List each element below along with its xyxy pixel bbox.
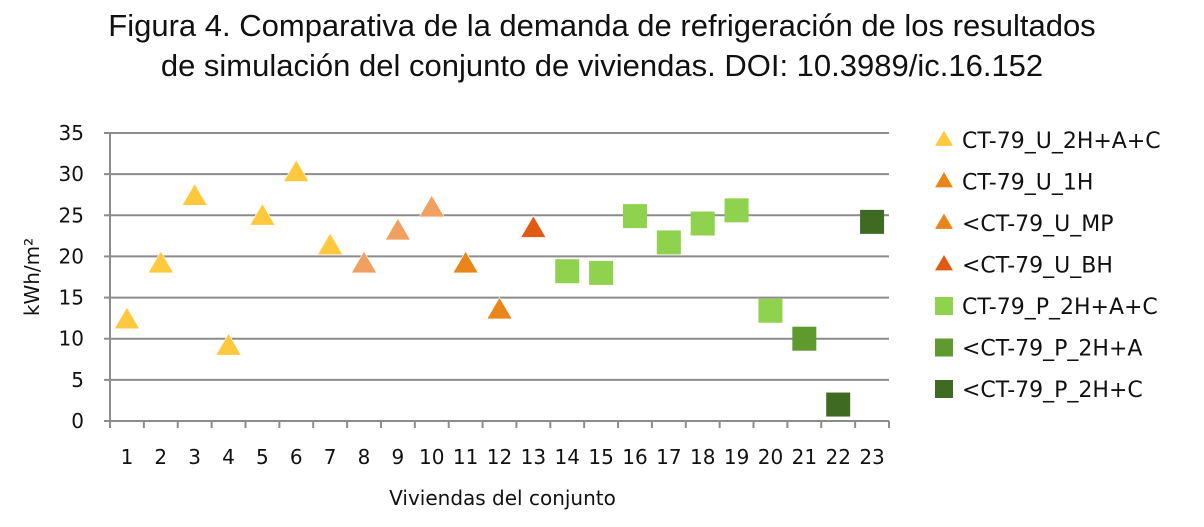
x-tick-label: 18 <box>690 445 715 469</box>
legend-label: <CT-79_U_MP <box>962 212 1114 237</box>
y-tick-label: 25 <box>59 203 84 227</box>
x-tick-label: 7 <box>324 445 337 469</box>
y-tick-label: 10 <box>59 327 84 351</box>
x-tick-label: 10 <box>419 445 444 469</box>
legend: CT-79_U_2H+A+C CT-79_U_1H <CT-79_U_MP <CT-7… <box>934 129 1161 403</box>
data-point <box>418 194 445 218</box>
y-tick-label: 15 <box>59 286 84 310</box>
triangle-marker-icon <box>934 129 954 147</box>
x-tick-label: 5 <box>256 445 269 469</box>
x-tick-label: 13 <box>521 445 546 469</box>
square-marker-icon <box>935 380 953 398</box>
x-tick-label: 20 <box>758 445 783 469</box>
data-point <box>555 259 580 284</box>
y-tick-label: 5 <box>71 368 84 392</box>
data-point <box>589 260 614 285</box>
x-tick-labels: 1 2 3 4 5 6 7 8 9 10 11 12 13 14 15 16 17 18 19 20 21 22 23 <box>121 445 885 469</box>
triangle-marker-icon <box>934 253 954 271</box>
data-point <box>520 215 547 238</box>
y-axis-label: kWh/m² <box>20 238 44 316</box>
x-tick-label: 8 <box>358 445 371 469</box>
square-marker-icon <box>935 338 953 357</box>
data-point <box>181 183 208 206</box>
data-point <box>350 250 378 274</box>
chart-title-line-2: de simulación del conjunto de viviendas.… <box>160 48 1044 83</box>
legend-item: <CT-79_U_BH <box>934 253 1113 279</box>
x-tick-label: 6 <box>290 445 303 469</box>
legend-label: CT-79_P_2H+A+C <box>962 295 1158 320</box>
legend-item: <CT-79_U_MP <box>934 212 1114 237</box>
data-point <box>486 296 513 320</box>
x-tick-label: 15 <box>588 445 613 469</box>
data-point <box>283 159 310 182</box>
y-tick-label: 30 <box>59 162 84 186</box>
x-tick-label: 11 <box>453 445 478 469</box>
chart-title: Figura 4. Comparativa de la demanda de r… <box>0 6 1204 86</box>
x-tick-label: 23 <box>859 445 884 469</box>
axes <box>104 132 890 428</box>
y-tick-label: 35 <box>59 121 84 145</box>
legend-item: CT-79_U_1H <box>934 170 1093 196</box>
data-point <box>622 204 647 229</box>
x-tick-label: 19 <box>724 445 749 469</box>
data-point <box>249 202 276 226</box>
data-point <box>656 230 681 255</box>
data-points <box>113 159 885 417</box>
x-tick-label: 2 <box>154 445 167 469</box>
legend-label: <CT-79_P_2H+A <box>962 337 1142 362</box>
legend-label: CT-79_U_1H <box>962 171 1093 196</box>
data-point <box>452 250 479 274</box>
x-tick-label: 3 <box>188 445 201 469</box>
data-point <box>147 250 174 274</box>
x-tick-label: 22 <box>825 445 850 469</box>
data-point <box>860 209 885 234</box>
x-axis-label: Viviendas del conjunto <box>389 486 616 510</box>
x-tick-label: 17 <box>656 445 681 469</box>
triangle-marker-icon <box>934 212 954 230</box>
data-point <box>792 326 817 351</box>
legend-item: CT-79_P_2H+A+C <box>935 295 1158 320</box>
y-tick-label: 20 <box>59 244 84 268</box>
x-tick-label: 14 <box>555 445 580 469</box>
y-tick-labels: 0 5 10 15 20 25 30 35 <box>59 121 84 433</box>
data-point <box>826 392 851 417</box>
chart-title-line-1: Figura 4. Comparativa de la demanda de r… <box>108 8 1096 43</box>
legend-label: <CT-79_U_BH <box>962 254 1113 279</box>
x-tick-label: 12 <box>487 445 512 469</box>
data-point <box>384 217 412 241</box>
x-tick-label: 16 <box>622 445 647 469</box>
data-point <box>215 332 242 356</box>
data-point <box>690 211 715 236</box>
square-marker-icon <box>935 297 953 315</box>
data-point <box>758 298 783 323</box>
legend-item: <CT-79_P_2H+C <box>935 378 1143 403</box>
legend-item: <CT-79_P_2H+A <box>935 337 1142 362</box>
data-point <box>724 198 749 223</box>
x-tick-label: 1 <box>121 445 134 469</box>
triangle-marker-icon <box>934 170 954 188</box>
x-tick-label: 9 <box>392 445 405 469</box>
data-point <box>113 306 141 330</box>
x-tick-label: 4 <box>222 445 235 469</box>
legend-item: CT-79_U_2H+A+C <box>934 129 1161 154</box>
legend-label: <CT-79_P_2H+C <box>962 378 1143 403</box>
data-point <box>317 232 344 256</box>
legend-label: CT-79_U_2H+A+C <box>962 129 1161 154</box>
x-tick-label: 21 <box>792 445 817 469</box>
y-tick-label: 0 <box>71 409 84 433</box>
